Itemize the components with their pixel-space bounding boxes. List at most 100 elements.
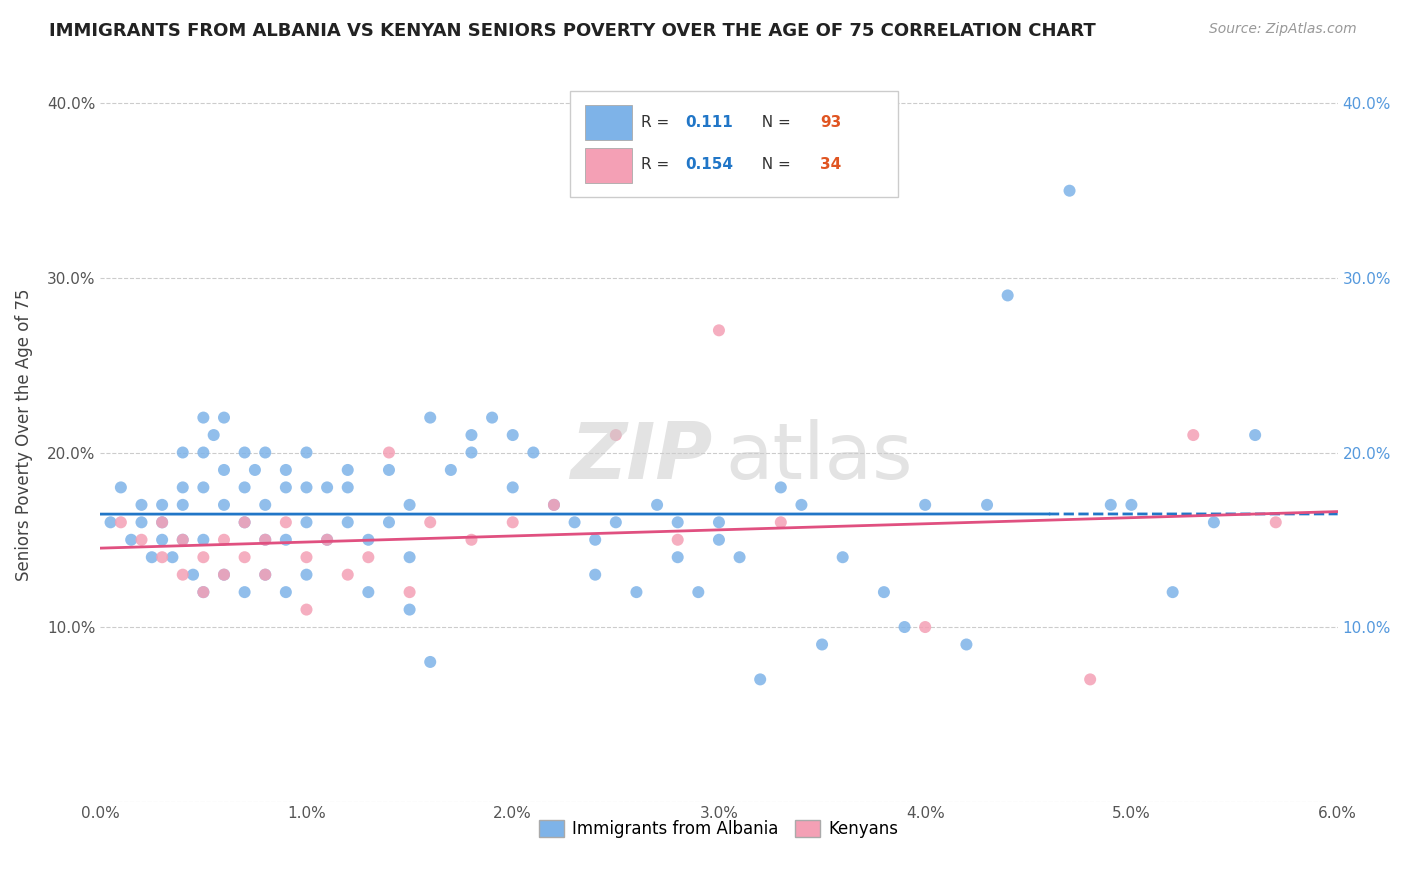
- Point: [212, 567, 235, 582]
- Point: [233, 480, 256, 494]
- Legend: Immigrants from Albania, Kenyans: Immigrants from Albania, Kenyans: [533, 813, 905, 845]
- Point: [274, 585, 297, 599]
- Point: [522, 445, 544, 459]
- Point: [243, 463, 266, 477]
- Point: [316, 533, 339, 547]
- Point: [398, 585, 420, 599]
- Point: [419, 410, 441, 425]
- Point: [212, 567, 235, 582]
- Point: [336, 516, 359, 530]
- Point: [274, 463, 297, 477]
- Point: [295, 480, 318, 494]
- Text: Source: ZipAtlas.com: Source: ZipAtlas.com: [1209, 22, 1357, 37]
- Point: [172, 567, 194, 582]
- Point: [254, 567, 277, 582]
- Point: [193, 410, 215, 425]
- Point: [707, 533, 730, 547]
- Point: [1264, 516, 1286, 530]
- Point: [605, 516, 627, 530]
- Point: [893, 620, 915, 634]
- Point: [233, 516, 256, 530]
- Point: [811, 638, 834, 652]
- Point: [688, 585, 710, 599]
- Point: [131, 533, 153, 547]
- Point: [398, 498, 420, 512]
- Point: [666, 516, 689, 530]
- Point: [202, 428, 225, 442]
- Text: R =: R =: [641, 114, 673, 129]
- Point: [212, 463, 235, 477]
- Point: [790, 498, 813, 512]
- Point: [914, 620, 936, 634]
- Point: [1202, 516, 1225, 530]
- Point: [378, 463, 401, 477]
- Point: [150, 516, 173, 530]
- Point: [543, 498, 565, 512]
- FancyBboxPatch shape: [585, 148, 633, 183]
- Text: ZIP: ZIP: [571, 419, 713, 495]
- Text: N =: N =: [752, 157, 796, 172]
- Point: [626, 585, 648, 599]
- Point: [1099, 498, 1122, 512]
- Point: [707, 516, 730, 530]
- Point: [481, 410, 503, 425]
- Point: [419, 516, 441, 530]
- Point: [831, 550, 853, 565]
- Point: [254, 533, 277, 547]
- Point: [583, 533, 606, 547]
- Point: [378, 445, 401, 459]
- Point: [336, 567, 359, 582]
- Point: [150, 516, 173, 530]
- Point: [440, 463, 463, 477]
- Point: [357, 533, 380, 547]
- Point: [1059, 184, 1081, 198]
- Point: [316, 480, 339, 494]
- Point: [460, 445, 482, 459]
- Point: [564, 516, 586, 530]
- Point: [357, 585, 380, 599]
- Point: [254, 445, 277, 459]
- Point: [172, 533, 194, 547]
- Point: [460, 428, 482, 442]
- Point: [1121, 498, 1143, 512]
- Point: [398, 550, 420, 565]
- Point: [707, 323, 730, 337]
- Point: [295, 445, 318, 459]
- Point: [181, 567, 204, 582]
- Point: [295, 516, 318, 530]
- Text: 93: 93: [821, 114, 842, 129]
- Point: [233, 445, 256, 459]
- Point: [172, 533, 194, 547]
- Text: 34: 34: [821, 157, 842, 172]
- Point: [316, 533, 339, 547]
- Point: [131, 498, 153, 512]
- Point: [193, 550, 215, 565]
- Point: [274, 480, 297, 494]
- Point: [336, 480, 359, 494]
- Point: [749, 673, 772, 687]
- Point: [728, 550, 751, 565]
- Point: [193, 480, 215, 494]
- Point: [254, 567, 277, 582]
- Point: [873, 585, 896, 599]
- Point: [645, 498, 668, 512]
- Point: [295, 567, 318, 582]
- Point: [502, 516, 524, 530]
- Point: [769, 516, 792, 530]
- Point: [150, 498, 173, 512]
- Point: [100, 516, 122, 530]
- Point: [976, 498, 998, 512]
- Point: [295, 550, 318, 565]
- Point: [193, 585, 215, 599]
- Point: [120, 533, 142, 547]
- Point: [357, 550, 380, 565]
- Point: [162, 550, 184, 565]
- Point: [110, 516, 132, 530]
- Point: [502, 428, 524, 442]
- Point: [150, 550, 173, 565]
- Point: [110, 480, 132, 494]
- Point: [666, 550, 689, 565]
- Point: [336, 463, 359, 477]
- Point: [172, 498, 194, 512]
- Point: [398, 602, 420, 616]
